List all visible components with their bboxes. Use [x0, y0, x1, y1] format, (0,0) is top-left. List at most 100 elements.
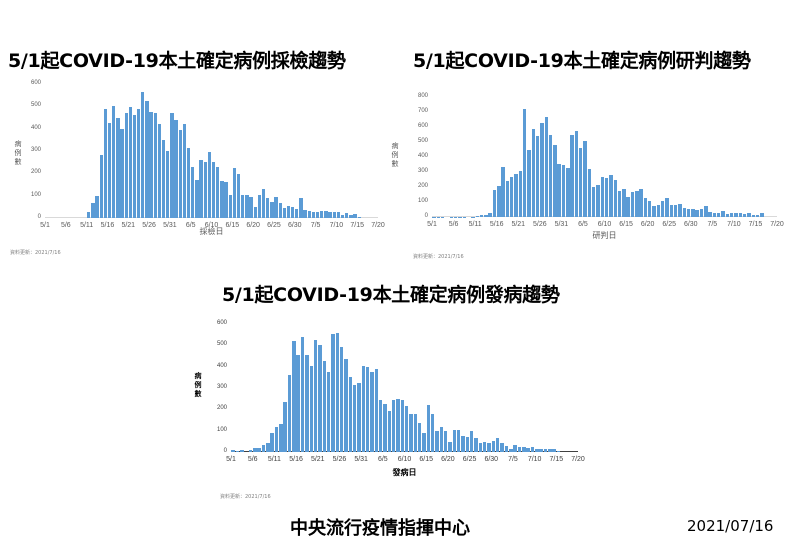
bar: [574, 130, 579, 217]
x-tick-label: 7/20: [770, 221, 784, 228]
x-tick-label: 6/25: [267, 222, 281, 229]
x-tick-label: 5/21: [511, 221, 526, 228]
plot-area: [231, 324, 578, 452]
bar: [178, 129, 182, 218]
bar: [231, 449, 235, 452]
bar: [678, 203, 682, 217]
bar: [332, 212, 336, 218]
bar: [699, 208, 704, 217]
x-tick-label: 5/26: [533, 221, 547, 228]
x-tick-label: 6/5: [185, 222, 196, 229]
x-tick-label: 5/16: [100, 222, 115, 229]
bar: [270, 202, 274, 218]
bar: [191, 166, 195, 218]
x-tick-label: 6/30: [287, 222, 302, 229]
x-tick-label: 5/21: [121, 222, 136, 229]
bar: [609, 175, 613, 217]
y-tick-label: 300: [216, 384, 227, 390]
x-tick-label: 5/6: [448, 221, 459, 228]
bar: [695, 209, 699, 217]
bar: [136, 108, 141, 218]
bar: [504, 446, 509, 452]
bar: [365, 366, 370, 452]
x-tick-label: 7/20: [571, 456, 585, 463]
bar: [305, 354, 309, 452]
bar: [279, 424, 283, 452]
bar: [509, 449, 513, 452]
bar: [717, 213, 721, 217]
x-tick-label: 6/25: [462, 456, 477, 463]
bar: [496, 438, 500, 452]
bar: [309, 365, 313, 452]
bar: [613, 179, 617, 217]
x-tick-label: 5/11: [267, 456, 281, 463]
bar: [635, 190, 639, 217]
bar: [526, 447, 530, 452]
bar: [232, 167, 237, 218]
x-tick-label: 5/6: [247, 456, 258, 463]
bar: [245, 194, 249, 218]
bar: [682, 208, 686, 217]
bar: [278, 203, 282, 218]
bar: [295, 209, 299, 218]
bar: [99, 155, 103, 218]
x-tick-label: 5/1: [427, 221, 437, 228]
x-tick-label: 7/20: [371, 222, 385, 229]
bar: [370, 372, 374, 452]
x-tick-label: 7/15: [350, 222, 364, 229]
bar: [203, 162, 207, 218]
x-tick-label: 5/26: [332, 456, 347, 463]
bar: [487, 443, 491, 452]
bar: [540, 122, 544, 217]
x-tick-label: 7/10: [527, 456, 542, 463]
x-tick-label: 5/26: [142, 222, 156, 229]
y-tick-label: 100: [216, 426, 227, 433]
x-tick-label: 5/1: [226, 456, 236, 463]
bar: [141, 91, 145, 218]
bar: [283, 401, 287, 452]
x-tick-label: 6/15: [225, 222, 240, 229]
y-tick-label: 0: [37, 214, 41, 220]
x-tick-label: 7/15: [748, 221, 763, 228]
x-tick-label: 6/30: [683, 221, 698, 228]
bar: [404, 406, 409, 452]
bar: [738, 212, 743, 217]
bar: [387, 411, 392, 452]
bar: [539, 449, 543, 452]
bar: [474, 438, 478, 452]
x-axis-label: 發病日: [392, 468, 417, 477]
x-tick-label: 6/10: [204, 222, 219, 229]
bar: [195, 180, 199, 218]
bar: [274, 196, 278, 218]
data-source-note: 資料更新：2021/7/16: [413, 254, 464, 260]
bar: [145, 100, 149, 218]
bar: [475, 216, 479, 217]
bar: [557, 163, 561, 217]
bar: [448, 442, 452, 452]
bar: [261, 444, 266, 452]
x-axis-label: 採檢日: [199, 227, 224, 236]
x-tick-label: 6/5: [578, 221, 588, 228]
bar: [391, 399, 396, 452]
footer-organization: 中央流行疫情指揮中心: [290, 518, 470, 539]
bar: [266, 197, 270, 218]
bar: [353, 213, 357, 218]
bar: [513, 445, 517, 452]
bar: [199, 159, 203, 218]
bar: [409, 413, 413, 452]
bar: [522, 109, 527, 217]
bar: [751, 214, 755, 217]
x-tick-label: 5/11: [80, 222, 94, 229]
x-tick-label: 6/20: [640, 221, 655, 228]
bar: [469, 430, 474, 452]
x-tick-label: 7/10: [727, 221, 741, 228]
bar: [383, 404, 387, 452]
bar: [344, 359, 348, 452]
bar: [357, 216, 361, 218]
bar: [660, 201, 665, 217]
data-source-note: 資料更新：2021/7/16: [220, 494, 271, 500]
bar: [236, 174, 241, 218]
bar: [712, 212, 717, 217]
bar: [439, 427, 444, 452]
bar: [479, 214, 484, 217]
